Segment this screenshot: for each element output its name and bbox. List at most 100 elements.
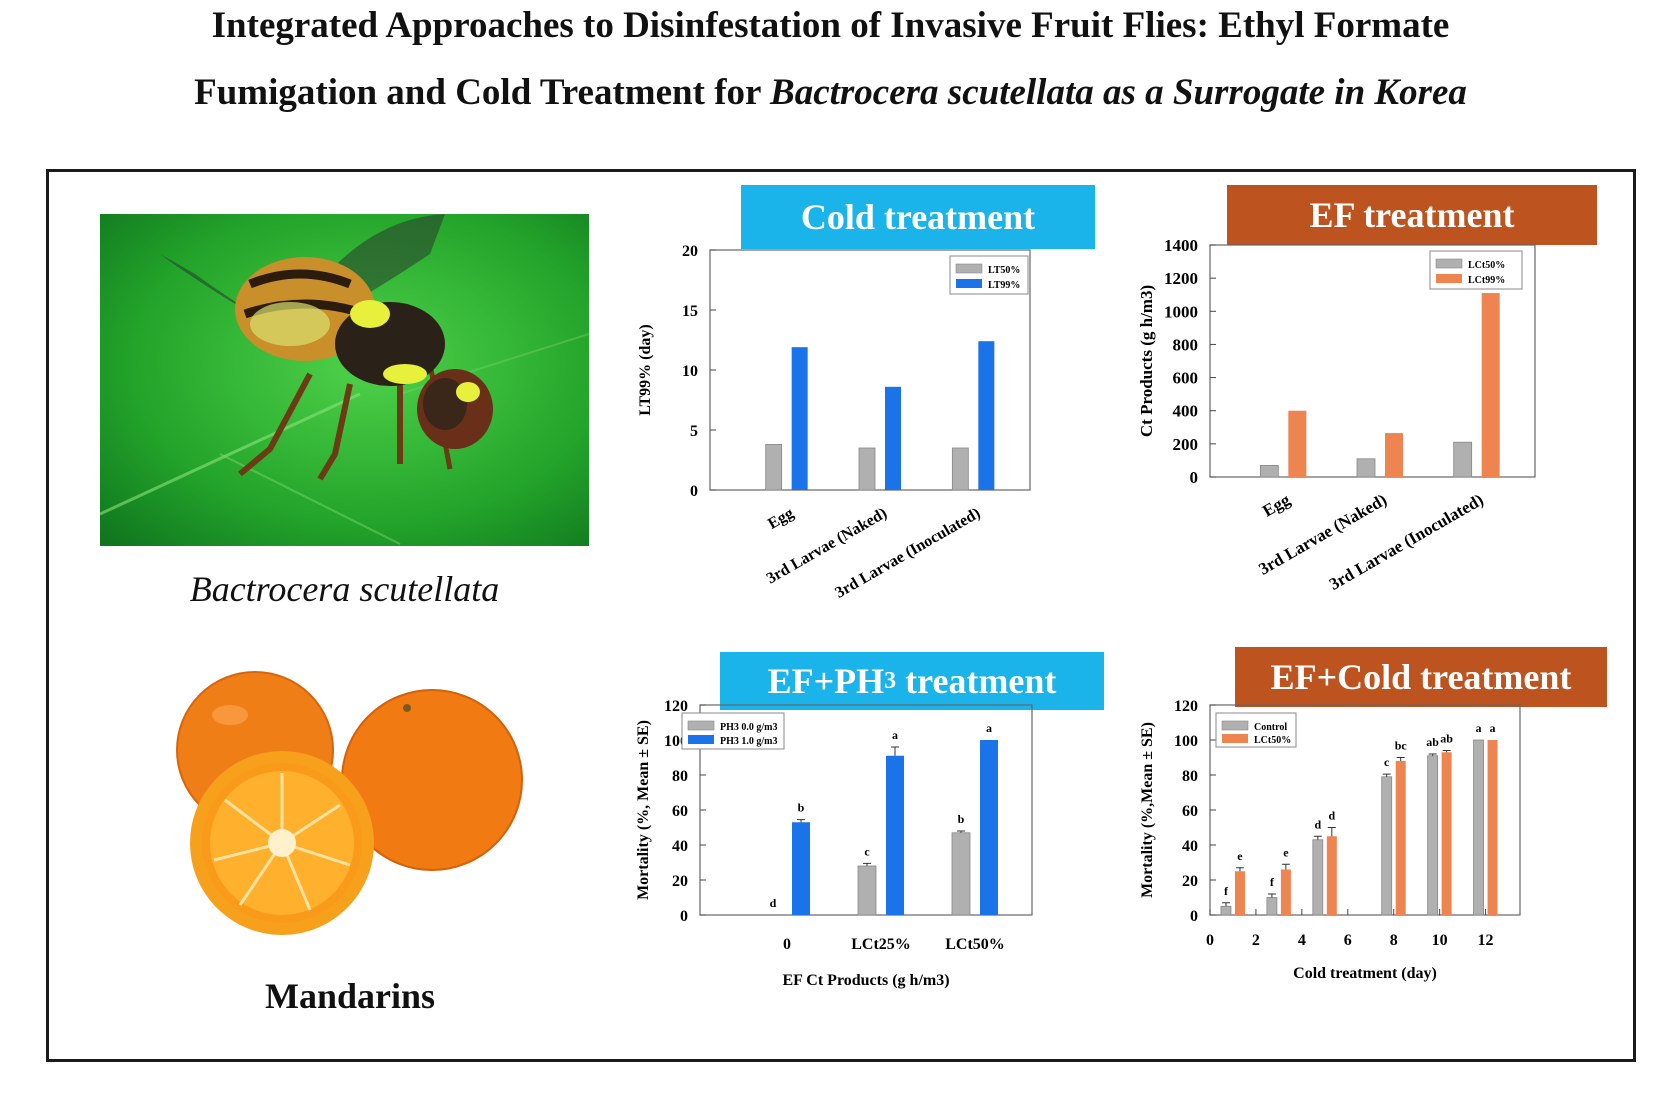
legend-label: PH3 1.0 g/m3 <box>720 736 778 747</box>
significance-letter: a <box>892 728 898 742</box>
mandarins-caption: Mandarins <box>170 975 530 1017</box>
legend-label: LT50% <box>988 265 1020 276</box>
legend-label: LCt50% <box>1254 735 1291 746</box>
bar <box>1385 433 1403 477</box>
legend-label: LT99% <box>988 280 1020 291</box>
y-tick-label: 0 <box>680 908 688 925</box>
legend-swatch <box>688 721 714 730</box>
significance-letter: a <box>986 721 992 735</box>
y-tick-label: 0 <box>1190 908 1198 925</box>
legend-label: PH3 0.0 g/m3 <box>720 722 778 733</box>
y-tick-label: 60 <box>1182 803 1198 820</box>
bar <box>859 448 875 490</box>
bar <box>978 341 994 490</box>
bar <box>1442 752 1452 915</box>
x-axis-label: EF Ct Products (g h/m3) <box>782 972 949 989</box>
bar <box>1281 870 1291 916</box>
bar <box>1454 442 1472 477</box>
significance-letter: ab <box>1426 735 1439 749</box>
x-tick-label: 6 <box>1344 932 1352 949</box>
significance-letter: d <box>1314 817 1321 831</box>
y-axis-label: LT99% (day) <box>637 324 654 415</box>
y-tick-label: 600 <box>1173 369 1199 388</box>
bar <box>792 822 810 915</box>
y-tick-label: 80 <box>1182 768 1198 785</box>
y-tick-label: 40 <box>1182 838 1198 855</box>
y-tick-label: 0 <box>690 483 698 500</box>
ef-ph3-header-main: EF+PH <box>768 660 885 702</box>
bar <box>1313 840 1323 915</box>
significance-letter: b <box>958 812 965 826</box>
y-tick-label: 1400 <box>1164 236 1198 255</box>
y-tick-label: 15 <box>682 303 698 320</box>
legend-swatch <box>688 735 714 744</box>
bar <box>1474 740 1484 915</box>
x-tick-label: 2 <box>1252 932 1260 949</box>
significance-letter: a <box>1476 721 1482 735</box>
bar <box>1382 777 1392 915</box>
y-tick-label: 10 <box>682 363 698 380</box>
y-tick-label: 60 <box>672 803 688 820</box>
ef-treatment-chart: 0 200 400 600 800 1000 1200 1400 Ct Products (g … <box>1130 245 1650 645</box>
bar <box>766 444 782 490</box>
significance-letter: f <box>1270 875 1275 889</box>
y-tick-label: 20 <box>672 873 688 890</box>
y-tick-label: 120 <box>1174 698 1198 715</box>
mandarins-photo <box>170 670 530 950</box>
bar <box>885 387 901 490</box>
ef-treatment-header: EF treatment <box>1227 185 1597 245</box>
x-tick-label: 12 <box>1478 932 1494 949</box>
legend-swatch <box>1222 721 1248 730</box>
significance-letter: c <box>864 844 870 858</box>
significance-letter: d <box>770 896 777 910</box>
y-tick-label: 40 <box>672 838 688 855</box>
significance-letter: ab <box>1440 732 1453 746</box>
bar <box>1327 836 1337 915</box>
y-tick-label: 400 <box>1173 402 1199 421</box>
y-tick-label: 20 <box>682 243 698 260</box>
bar <box>952 833 970 915</box>
significance-letter: c <box>1384 755 1390 769</box>
title-line-2-italic: Bactrocera scutellata as a Surrogate in … <box>770 72 1467 113</box>
significance-letter: f <box>1224 884 1229 898</box>
x-tick-label: 8 <box>1390 932 1398 949</box>
significance-letter: b <box>798 801 805 815</box>
y-tick-label: 5 <box>690 423 698 440</box>
ef-ph3-treatment-header: EF+PH 3 treatment <box>720 652 1104 710</box>
title-line-2-normal: Fumigation and Cold Treatment for <box>194 72 770 113</box>
bar <box>1260 465 1278 477</box>
bar <box>1267 898 1277 916</box>
significance-letter: a <box>1490 721 1496 735</box>
bar <box>1396 761 1406 915</box>
fruit-fly-caption: Bactrocera scutellata <box>100 568 589 610</box>
page-title-line-2: Fumigation and Cold Treatment for Bactro… <box>0 71 1661 114</box>
cold-treatment-header: Cold treatment <box>741 185 1095 249</box>
legend-swatch <box>1436 259 1462 268</box>
x-tick-label: 4 <box>1298 932 1306 949</box>
y-tick-label: 0 <box>1190 468 1199 487</box>
y-tick-label: 800 <box>1173 335 1199 354</box>
x-tick-label: 0 <box>783 936 791 953</box>
y-tick-label: 200 <box>1173 435 1199 454</box>
legend-label: LCt99% <box>1468 275 1505 286</box>
bar <box>1221 906 1231 915</box>
bar <box>1482 293 1500 477</box>
significance-letter: d <box>1328 809 1335 823</box>
significance-letter: bc <box>1395 739 1408 753</box>
y-axis-label: Mortality (%,Mean ± SE) <box>1139 722 1156 898</box>
page-title-line-1: Integrated Approaches to Disinfestation … <box>0 4 1661 47</box>
x-tick-label: LCt25% <box>851 936 911 953</box>
significance-letter: e <box>1237 849 1243 863</box>
x-axis-label: Cold treatment (day) <box>1293 965 1437 982</box>
bar <box>886 756 904 915</box>
y-axis-label: Ct Products (g h/m3) <box>1137 285 1156 437</box>
legend-swatch <box>956 279 982 288</box>
ef-cold-treatment-header: EF+Cold treatment <box>1235 647 1607 707</box>
ef-ph3-header-tail: treatment <box>896 660 1056 702</box>
y-tick-label: 20 <box>1182 873 1198 890</box>
y-tick-label: 100 <box>1174 733 1198 750</box>
x-tick-label: Egg <box>1259 490 1293 521</box>
y-tick-label: 80 <box>672 768 688 785</box>
